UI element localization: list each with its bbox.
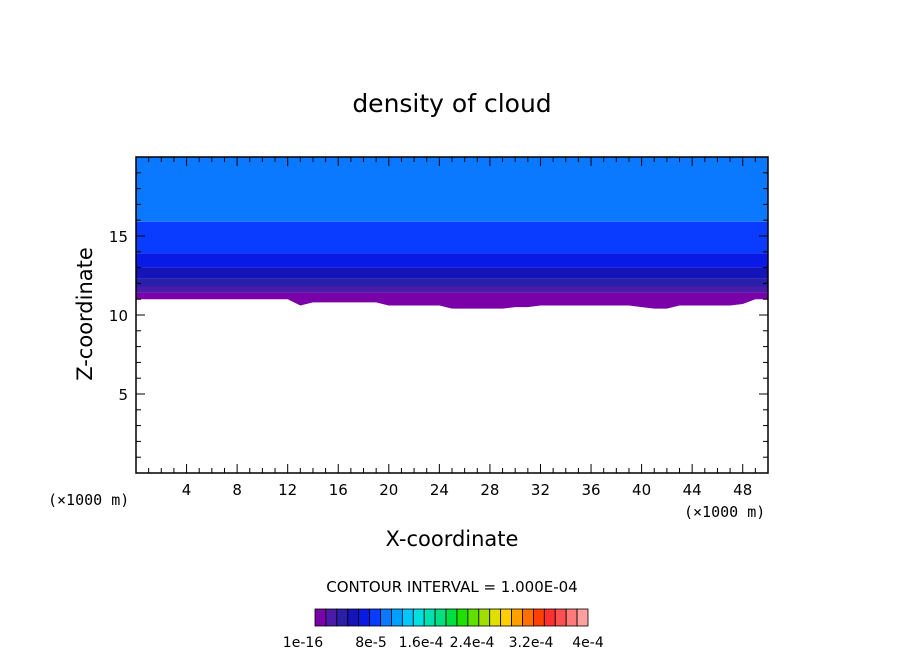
y-tick-label: 10 bbox=[109, 307, 128, 325]
legend-swatch bbox=[543, 608, 556, 627]
y-tick-label: 5 bbox=[118, 386, 128, 404]
x-unit-label-right: (×1000 m) bbox=[684, 503, 765, 521]
legend-tick-label: 1e-16 bbox=[283, 635, 323, 651]
x-unit-label-left: (×1000 m) bbox=[48, 491, 129, 509]
x-tick-label: 24 bbox=[430, 481, 449, 499]
legend-swatch bbox=[401, 608, 414, 627]
legend-swatch bbox=[347, 608, 360, 627]
x-tick-label: 40 bbox=[632, 481, 651, 499]
y-axis-label: Z-coordinate bbox=[73, 247, 97, 381]
density-band-6 bbox=[136, 292, 768, 309]
legend-swatch bbox=[533, 608, 545, 627]
cloud-density-bands bbox=[136, 157, 768, 309]
legend-tick-label: 3.2e-4 bbox=[509, 635, 554, 651]
legend-swatch bbox=[325, 608, 338, 627]
legend-swatch bbox=[380, 608, 392, 627]
x-tick-label: 48 bbox=[733, 481, 752, 499]
x-tick-label: 12 bbox=[278, 481, 297, 499]
legend-swatch bbox=[445, 608, 458, 627]
legend-swatch bbox=[478, 608, 491, 627]
legend-swatch bbox=[423, 608, 436, 627]
x-tick-label: 28 bbox=[480, 481, 499, 499]
chart-title: density of cloud bbox=[352, 89, 551, 118]
legend-swatch bbox=[369, 608, 381, 627]
color-legend: 1e-16 8e-5 1.6e-4 2.4e-4 3.2e-4 4e-4 bbox=[283, 608, 604, 651]
legend-swatch bbox=[434, 608, 447, 627]
legend-swatch bbox=[554, 608, 567, 627]
legend-swatch bbox=[358, 608, 370, 627]
density-band-2 bbox=[136, 253, 768, 268]
density-band-0 bbox=[136, 157, 768, 222]
legend-swatch bbox=[576, 608, 589, 627]
legend-swatch bbox=[511, 608, 523, 627]
legend-tick-label: 2.4e-4 bbox=[450, 635, 495, 651]
density-band-4 bbox=[136, 278, 768, 287]
legend-swatch bbox=[500, 608, 512, 627]
x-tick-label: 44 bbox=[683, 481, 702, 499]
x-tick-label: 36 bbox=[581, 481, 600, 499]
legend-tick-label: 4e-4 bbox=[572, 635, 604, 651]
x-tick-label: 32 bbox=[531, 481, 550, 499]
legend-swatch bbox=[467, 608, 480, 627]
legend-header: CONTOUR INTERVAL = 1.000E-04 bbox=[326, 578, 577, 596]
x-tick-label: 8 bbox=[232, 481, 242, 499]
legend-swatch bbox=[336, 608, 349, 627]
x-tick-label: 16 bbox=[329, 481, 348, 499]
y-tick-label: 15 bbox=[109, 228, 128, 246]
x-axis-label: X-coordinate bbox=[386, 527, 519, 551]
density-band-1 bbox=[136, 221, 768, 254]
x-tick-label: 20 bbox=[379, 481, 398, 499]
legend-swatch bbox=[522, 608, 534, 627]
legend-swatch bbox=[412, 608, 425, 627]
legend-swatch bbox=[565, 608, 578, 627]
legend-tick-label: 1.6e-4 bbox=[399, 635, 444, 651]
density-band-3 bbox=[136, 267, 768, 279]
density-band-5 bbox=[136, 286, 768, 293]
legend-swatch bbox=[489, 608, 502, 627]
legend-swatch bbox=[314, 608, 327, 627]
legend-swatch bbox=[456, 608, 469, 627]
legend-tick-label: 8e-5 bbox=[355, 635, 386, 651]
x-tick-label: 4 bbox=[182, 481, 192, 499]
legend-swatch bbox=[391, 608, 403, 627]
